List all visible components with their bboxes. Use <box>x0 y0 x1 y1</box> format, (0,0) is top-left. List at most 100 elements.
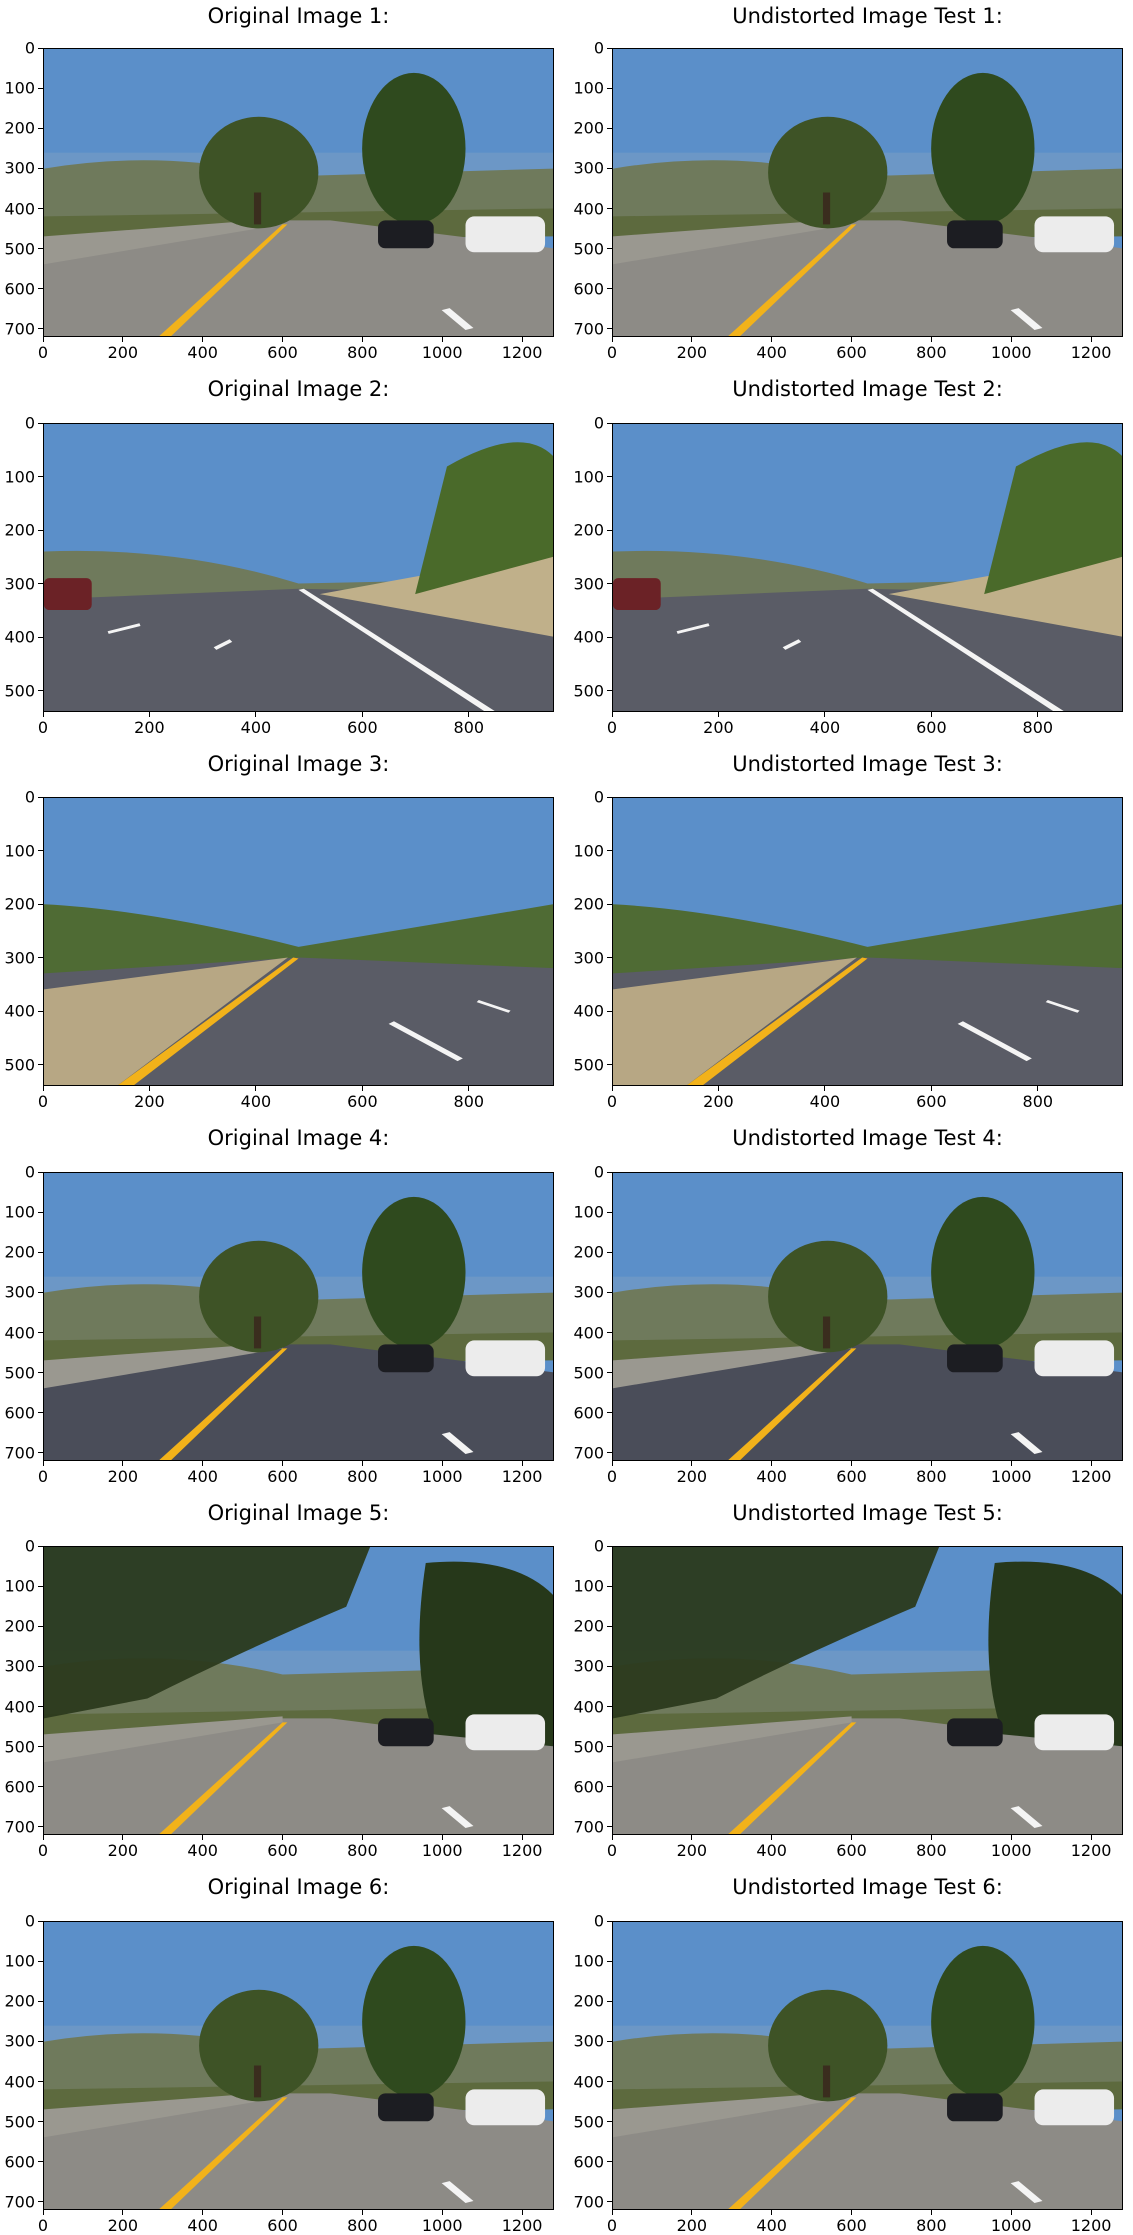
y-tick <box>607 1064 612 1066</box>
y-tick-label: 200 <box>4 1242 35 1262</box>
x-tick <box>521 337 523 342</box>
y-tick <box>607 248 612 250</box>
y-tick <box>38 1706 43 1708</box>
x-tick-label: 1000 <box>990 1467 1032 1486</box>
y-tick-label: 300 <box>4 1656 35 1676</box>
y-tick-label: 700 <box>573 1443 604 1463</box>
x-tick <box>122 2210 124 2215</box>
x-tick <box>255 712 257 717</box>
y-tick-label: 400 <box>4 1697 35 1717</box>
y-tick <box>38 1920 43 1922</box>
x-tick-label: 600 <box>267 343 298 362</box>
x-tick <box>824 1086 826 1091</box>
x-tick-label: 600 <box>916 1092 947 1111</box>
x-tick-label: 400 <box>187 1841 218 1860</box>
x-tick <box>930 1461 932 1466</box>
y-tick-label: 400 <box>573 1323 604 1343</box>
x-tick <box>361 1086 363 1091</box>
y-tick <box>607 1291 612 1293</box>
y-tick <box>38 422 43 424</box>
x-tick-label: 1000 <box>421 2216 463 2235</box>
x-tick <box>851 1461 853 1466</box>
y-tick <box>607 328 612 330</box>
x-tick <box>1037 712 1039 717</box>
road-photo <box>43 1546 554 1835</box>
x-tick-label: 1200 <box>1070 1467 1112 1486</box>
x-tick <box>282 1461 284 1466</box>
road-photo <box>612 48 1123 337</box>
y-tick <box>607 1332 612 1334</box>
x-tick-label: 200 <box>703 718 734 737</box>
y-tick-label: 300 <box>573 2031 604 2051</box>
y-tick-label: 0 <box>593 1162 604 1182</box>
y-tick-label: 0 <box>24 413 35 433</box>
y-tick <box>38 127 43 129</box>
x-tick-label: 800 <box>916 2216 947 2235</box>
x-tick-label: 0 <box>606 2216 618 2235</box>
x-tick <box>441 2210 443 2215</box>
x-tick <box>42 2210 44 2215</box>
x-tick <box>691 1461 693 1466</box>
y-tick-label: 400 <box>4 199 35 219</box>
y-tick-label: 500 <box>4 1363 35 1383</box>
x-tick-label: 0 <box>606 1841 618 1860</box>
road-photo <box>43 1172 554 1461</box>
x-tick-label: 400 <box>240 1092 272 1111</box>
y-tick <box>38 87 43 89</box>
y-tick-label: 100 <box>573 78 604 98</box>
y-tick-label: 500 <box>4 1737 35 1757</box>
y-tick-label: 100 <box>573 841 604 861</box>
x-tick-label: 1000 <box>421 343 463 362</box>
y-tick-label: 200 <box>4 520 35 540</box>
x-tick <box>851 1835 853 1840</box>
x-tick-label: 400 <box>756 343 787 362</box>
y-tick <box>38 583 43 585</box>
x-tick-label: 600 <box>836 2216 867 2235</box>
y-tick-label: 400 <box>4 627 35 647</box>
y-tick <box>38 1171 43 1173</box>
x-tick <box>1090 2210 1092 2215</box>
y-tick <box>607 636 612 638</box>
y-tick-label: 300 <box>4 1282 35 1302</box>
y-tick <box>38 636 43 638</box>
y-tick <box>38 850 43 852</box>
y-tick <box>607 583 612 585</box>
x-tick-label: 800 <box>453 718 485 737</box>
x-tick-label: 0 <box>37 1092 49 1111</box>
x-tick <box>691 2210 693 2215</box>
x-tick <box>282 2210 284 2215</box>
road-photo <box>612 1172 1123 1461</box>
y-tick-label: 300 <box>573 158 604 178</box>
x-tick-label: 800 <box>347 1467 378 1486</box>
y-tick <box>38 1746 43 1748</box>
y-tick-label: 400 <box>573 2072 604 2092</box>
y-tick <box>607 1372 612 1374</box>
y-tick-label: 600 <box>573 1403 604 1423</box>
x-tick-label: 0 <box>606 718 618 737</box>
x-tick <box>42 1835 44 1840</box>
x-tick-label: 600 <box>347 718 378 737</box>
y-tick <box>38 2201 43 2203</box>
panel-title: Original Image 5: <box>207 1501 390 1525</box>
y-tick-label: 300 <box>573 948 604 968</box>
x-tick-label: 400 <box>240 718 272 737</box>
x-tick <box>824 712 826 717</box>
y-tick <box>38 903 43 905</box>
y-tick-label: 100 <box>573 1202 604 1222</box>
x-tick-label: 600 <box>836 343 867 362</box>
y-tick-label: 100 <box>573 1951 604 1971</box>
road-photo <box>43 423 554 712</box>
y-tick-label: 400 <box>573 1697 604 1717</box>
y-tick <box>38 2081 43 2083</box>
y-tick-label: 700 <box>4 1817 35 1837</box>
x-tick-label: 600 <box>267 1841 298 1860</box>
y-tick <box>607 1545 612 1547</box>
x-tick-label: 800 <box>347 343 378 362</box>
y-tick-label: 500 <box>573 239 604 259</box>
y-tick <box>607 1706 612 1708</box>
x-tick-label: 1200 <box>501 2216 543 2235</box>
y-tick <box>607 1211 612 1213</box>
y-tick-label: 200 <box>573 1991 604 2011</box>
x-tick <box>282 337 284 342</box>
panel-title: Undistorted Image Test 2: <box>732 377 1003 401</box>
